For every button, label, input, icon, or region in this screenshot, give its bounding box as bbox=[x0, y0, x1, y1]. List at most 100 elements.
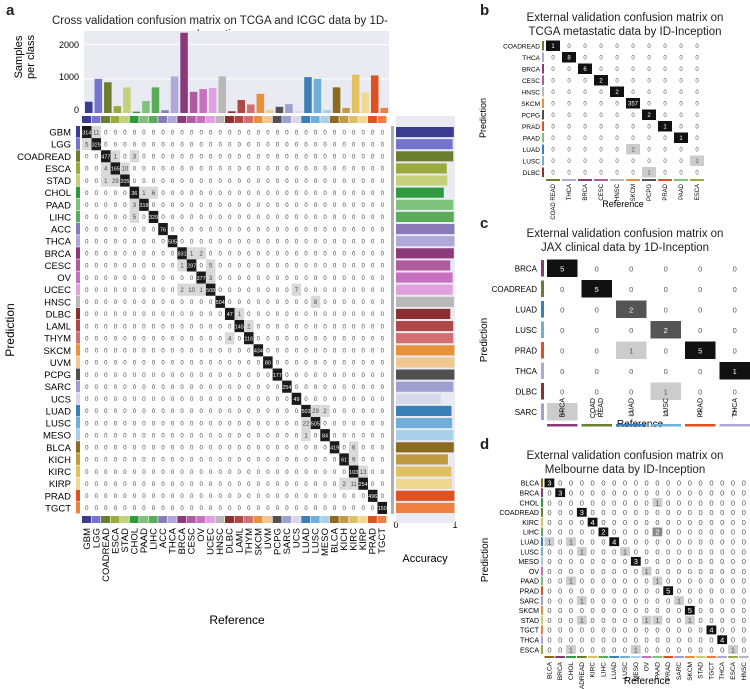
d-matrix-value: 0 bbox=[591, 636, 595, 645]
matrix-cell bbox=[215, 295, 225, 308]
matrix-cell-value: 0 bbox=[266, 167, 270, 173]
d-col-label-sarc: SARC bbox=[676, 662, 683, 680]
col-label-lgg: LGG bbox=[91, 528, 102, 548]
samples-bar-thca bbox=[170, 76, 179, 113]
b-matrix-value: 0 bbox=[631, 171, 635, 177]
matrix-cell-value: 0 bbox=[314, 361, 318, 367]
matrix-cell-value: 0 bbox=[257, 312, 261, 318]
d-row-strip-kirc bbox=[541, 517, 543, 527]
matrix-cell-value: 0 bbox=[285, 167, 289, 173]
d-matrix-value: 0 bbox=[569, 508, 573, 517]
matrix-cell-value: 0 bbox=[209, 421, 213, 427]
matrix-cell-value: 0 bbox=[152, 506, 156, 512]
d-matrix-value: 0 bbox=[601, 547, 605, 556]
matrix-cell-value: 0 bbox=[180, 446, 184, 452]
matrix-cell-value: 0 bbox=[190, 470, 194, 476]
matrix-cell-value: 508 bbox=[206, 288, 215, 294]
matrix-cell-value: 0 bbox=[342, 506, 346, 512]
b-col-strip-coad-read bbox=[546, 179, 560, 181]
matrix-cell-value: 0 bbox=[209, 300, 213, 306]
matrix-cell-value: 0 bbox=[209, 494, 213, 500]
b-matrix-value: 0 bbox=[663, 159, 667, 165]
accuracy-bar-coadread bbox=[396, 151, 454, 162]
matrix-cell-value: 0 bbox=[95, 446, 99, 452]
d-matrix-value: 0 bbox=[569, 636, 573, 645]
c-matrix-cell bbox=[616, 341, 647, 359]
d-matrix-value: 0 bbox=[634, 587, 638, 596]
row-label-kirc: KIRC bbox=[48, 467, 71, 478]
b-row-strip-cesc bbox=[542, 75, 544, 85]
c-row-strip-dlbc bbox=[541, 383, 544, 400]
matrix-cell-value: 0 bbox=[276, 142, 280, 148]
matrix-cell-value: 0 bbox=[304, 252, 308, 258]
d-matrix-value: 0 bbox=[677, 567, 681, 576]
d-matrix-value: 0 bbox=[666, 636, 670, 645]
matrix-cell-value: 0 bbox=[362, 239, 366, 245]
matrix-cell-value: 2 bbox=[323, 409, 327, 415]
matrix-cell-value: 329 bbox=[92, 142, 101, 148]
matrix-cell-value: 0 bbox=[161, 361, 165, 367]
matrix-cell-value: 0 bbox=[285, 446, 289, 452]
matrix-cell-value: 0 bbox=[190, 446, 194, 452]
matrix-cell-value: 0 bbox=[180, 300, 184, 306]
b-matrix-value: 0 bbox=[647, 67, 651, 73]
b-matrix-value: 0 bbox=[583, 148, 587, 154]
d-col-label-coadread: COADREAD bbox=[579, 662, 586, 689]
d-matrix-value: 0 bbox=[601, 606, 605, 615]
matrix-cell-value: 0 bbox=[142, 421, 146, 427]
matrix-cell-value: 0 bbox=[238, 397, 242, 403]
matrix-cell-value: 0 bbox=[161, 458, 165, 464]
matrix-cell-value: 0 bbox=[362, 203, 366, 209]
matrix-cell-value: 0 bbox=[381, 349, 385, 355]
matrix-cell-value: 0 bbox=[304, 300, 308, 306]
class-strip-left-uvm bbox=[76, 356, 80, 368]
matrix-cell-value: 0 bbox=[314, 276, 318, 282]
matrix-cell-value: 0 bbox=[199, 155, 203, 161]
matrix-cell-value: 0 bbox=[180, 494, 184, 500]
matrix-cell-value: 0 bbox=[142, 397, 146, 403]
d-matrix-value: 4 bbox=[720, 636, 724, 645]
class-strip-left-laml bbox=[76, 320, 80, 332]
matrix-cell-value: 0 bbox=[257, 482, 261, 488]
d-col-strip-sarc bbox=[674, 656, 684, 658]
d-matrix-value: 0 bbox=[742, 606, 746, 615]
matrix-cell-value: 831 bbox=[178, 252, 187, 258]
matrix-cell-value: 0 bbox=[219, 227, 223, 233]
accuracy-bar-luad bbox=[396, 405, 452, 416]
d-matrix-value: 1 bbox=[731, 645, 735, 654]
matrix-cell-value: 0 bbox=[333, 506, 337, 512]
d-matrix-value: 0 bbox=[688, 626, 692, 635]
b-col-label-thca: THCA bbox=[567, 184, 573, 200]
samples-bar-hnsc bbox=[218, 76, 226, 113]
matrix-cell-value: 0 bbox=[238, 373, 242, 379]
matrix-cell-value: 0 bbox=[85, 191, 89, 197]
d-matrix-value: 0 bbox=[720, 577, 724, 586]
matrix-cell bbox=[310, 404, 321, 417]
matrix-cell-value: 0 bbox=[209, 385, 213, 391]
d-matrix-value: 0 bbox=[591, 489, 595, 498]
matrix-cell-value: 0 bbox=[238, 203, 242, 209]
matrix-cell-value: 0 bbox=[85, 385, 89, 391]
matrix-cell-value: 0 bbox=[180, 336, 184, 342]
matrix-cell bbox=[205, 283, 216, 296]
matrix-cell-value: 0 bbox=[190, 130, 194, 136]
d-matrix-cell bbox=[652, 527, 663, 537]
d-matrix-value: 0 bbox=[709, 528, 713, 537]
matrix-cell-value: 0 bbox=[381, 324, 385, 330]
class-strip-top-sarc bbox=[282, 116, 292, 123]
samples-bar-meso bbox=[323, 109, 331, 113]
panel-letter-d: d bbox=[480, 436, 490, 453]
d-matrix-value: 0 bbox=[645, 636, 649, 645]
matrix-cell-value: 10 bbox=[122, 167, 129, 173]
matrix-cell-value: 0 bbox=[209, 179, 213, 185]
matrix-cell-value: 1 bbox=[180, 264, 184, 270]
d-matrix-value: 0 bbox=[699, 577, 703, 586]
row-label-ov: OV bbox=[57, 273, 71, 284]
d-col-strip-prad bbox=[663, 656, 674, 658]
d-matrix-value: 0 bbox=[742, 538, 746, 547]
matrix-cell-value: 0 bbox=[381, 470, 385, 476]
matrix-cell-value: 0 bbox=[342, 312, 346, 318]
matrix-cell-value: 0 bbox=[180, 191, 184, 197]
col-label-kich: KICH bbox=[339, 528, 350, 551]
matrix-cell-value: 0 bbox=[381, 300, 385, 306]
